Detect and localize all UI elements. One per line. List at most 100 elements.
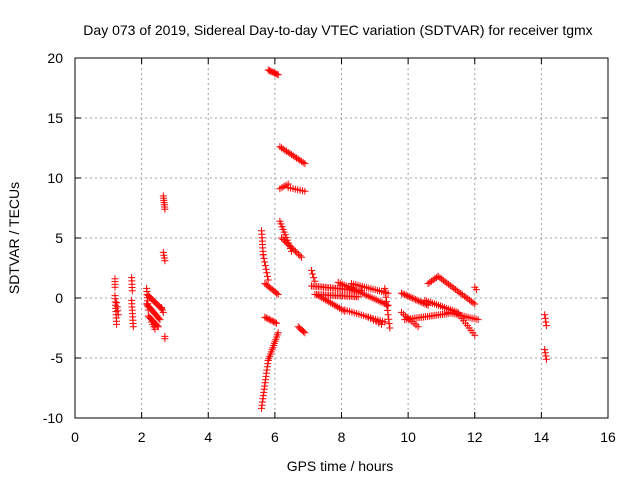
x-tick-label: 8 xyxy=(338,429,346,445)
data-point xyxy=(541,311,549,319)
data-point xyxy=(472,286,480,294)
data-point xyxy=(113,299,121,307)
data-point xyxy=(151,325,159,333)
data-point xyxy=(410,295,418,303)
data-point xyxy=(268,317,276,325)
data-point xyxy=(414,323,422,331)
data-point xyxy=(399,290,407,298)
data-point xyxy=(291,247,299,255)
data-point xyxy=(298,253,305,261)
data-point xyxy=(271,318,279,326)
data-point xyxy=(295,250,302,258)
data-point xyxy=(385,320,393,328)
x-tick-label: 6 xyxy=(271,429,279,445)
data-point xyxy=(378,320,385,328)
data-point xyxy=(260,254,268,262)
data-point xyxy=(542,355,550,363)
data-point xyxy=(113,303,121,311)
data-point xyxy=(301,329,309,337)
data-point xyxy=(129,323,137,331)
data-point xyxy=(474,316,482,324)
chart-title: Day 073 of 2019, Sidereal Day-to-day VTE… xyxy=(83,22,592,38)
y-tick-label: -5 xyxy=(51,350,64,366)
data-point xyxy=(274,71,282,79)
data-point xyxy=(265,315,273,323)
data-point xyxy=(413,296,421,304)
data-point xyxy=(405,293,413,301)
data-point xyxy=(318,294,326,302)
data-point xyxy=(542,318,550,326)
y-tick-label: 15 xyxy=(47,110,63,126)
data-point xyxy=(398,289,405,297)
data-point xyxy=(415,297,423,305)
data-point xyxy=(261,262,269,270)
x-axis-label: GPS time / hours xyxy=(287,458,394,474)
data-point xyxy=(325,298,333,306)
data-point xyxy=(263,269,271,277)
data-point xyxy=(301,160,309,168)
x-tick-label: 12 xyxy=(467,429,483,445)
data-point xyxy=(159,308,167,316)
data-point xyxy=(113,320,121,328)
data-point xyxy=(542,322,550,330)
data-point xyxy=(296,252,304,260)
x-tick-label: 16 xyxy=(600,429,616,445)
data-point xyxy=(383,302,391,310)
data-point xyxy=(416,298,424,306)
data-point xyxy=(293,249,301,257)
data-point xyxy=(327,299,335,307)
y-tick-labels: -10 -5 0 5 10 15 20 xyxy=(43,50,63,426)
y-tick-label: 20 xyxy=(47,50,63,66)
data-point xyxy=(469,299,477,307)
data-point xyxy=(332,302,340,310)
y-tick-label: 0 xyxy=(55,290,63,306)
data-point xyxy=(153,322,161,330)
y-tick-label: -10 xyxy=(43,410,63,426)
data-point xyxy=(310,274,318,282)
data-point xyxy=(407,293,415,301)
data-point xyxy=(320,295,327,303)
data-point xyxy=(155,314,163,322)
data-points xyxy=(111,66,550,412)
data-point xyxy=(161,257,169,265)
data-point xyxy=(259,251,267,259)
data-point xyxy=(471,331,479,339)
data-point xyxy=(161,335,169,343)
data-point xyxy=(278,234,285,242)
data-point xyxy=(334,303,342,311)
data-point xyxy=(264,315,272,323)
data-point xyxy=(401,291,409,299)
data-point xyxy=(386,324,394,332)
data-point xyxy=(273,319,280,327)
x-tick-label: 0 xyxy=(71,429,79,445)
data-point xyxy=(273,70,281,78)
data-point xyxy=(541,346,549,354)
data-point xyxy=(281,237,289,245)
data-point xyxy=(114,311,122,319)
data-point xyxy=(261,258,269,266)
data-point xyxy=(336,304,343,312)
data-point xyxy=(262,314,270,322)
data-point xyxy=(300,328,307,336)
data-point xyxy=(308,266,315,274)
grid-lines xyxy=(75,58,608,418)
y-tick-label: 10 xyxy=(47,170,63,186)
data-point xyxy=(381,284,389,292)
data-point xyxy=(285,241,293,249)
data-point xyxy=(402,291,410,299)
data-point xyxy=(111,283,119,291)
data-point xyxy=(267,316,275,324)
x-tick-label: 10 xyxy=(400,429,416,445)
data-point xyxy=(301,187,309,195)
data-point xyxy=(408,294,416,302)
data-point xyxy=(264,272,271,280)
data-point xyxy=(290,246,298,254)
data-point xyxy=(156,316,164,324)
data-point xyxy=(404,292,412,300)
y-tick-label: 5 xyxy=(55,230,63,246)
x-tick-label: 4 xyxy=(204,429,212,445)
data-point xyxy=(270,318,278,326)
data-point xyxy=(274,329,282,337)
data-point xyxy=(264,276,272,284)
